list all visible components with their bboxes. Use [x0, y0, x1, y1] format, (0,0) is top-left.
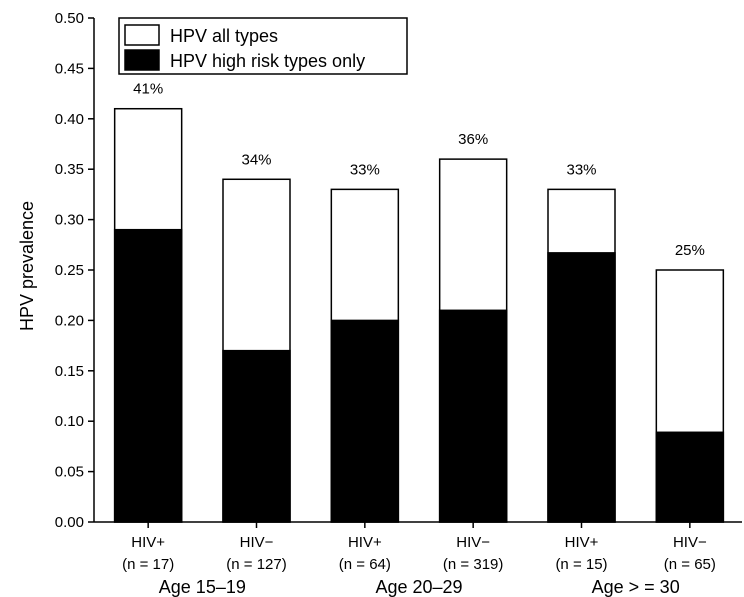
data-labels: 41% 34% 33% 36% 33% 25%: [133, 81, 705, 259]
sample-size-label: (n = 127): [226, 556, 286, 573]
category-label: HIV+: [131, 534, 165, 551]
category-label: HIV−: [673, 534, 707, 551]
y-tick-label: 0.00: [55, 514, 84, 531]
age-group-label: Age 20–29: [375, 577, 462, 597]
sample-size-label: (n = 15): [555, 556, 607, 573]
sample-size-label: (n = 17): [122, 556, 174, 573]
category-label: HIV−: [240, 534, 274, 551]
legend-label-high-risk: HPV high risk types only: [170, 51, 365, 71]
bar-high-risk: [438, 309, 508, 523]
bar-high-risk: [547, 252, 616, 523]
y-tick-label: 0.30: [55, 212, 84, 229]
data-label: 25%: [675, 242, 705, 259]
data-label: 33%: [566, 161, 596, 178]
data-label: 41%: [133, 81, 163, 98]
axes: 0.00 0.05 0.10 0.15 0.20 0.25 0.30 0.35 0.40 0.45…: [55, 10, 742, 531]
y-tick-label: 0.15: [55, 363, 84, 380]
category-label: HIV+: [565, 534, 599, 551]
legend: HPV all types HPV high risk types only: [118, 17, 408, 75]
bar-high-risk: [222, 349, 291, 523]
legend-label-all-types: HPV all types: [170, 26, 278, 46]
age-group-label: Age > = 30: [592, 577, 680, 597]
legend-box: [118, 17, 408, 75]
y-tick-label: 0.10: [55, 413, 84, 430]
data-label: 34%: [241, 151, 271, 168]
data-label: 33%: [350, 161, 380, 178]
y-tick-label: 0.35: [55, 161, 84, 178]
age-group-label: Age 15–19: [159, 577, 246, 597]
bar-high-risk: [113, 228, 183, 523]
category-label: HIV+: [348, 534, 382, 551]
legend-swatch-all-types: [124, 24, 160, 46]
sample-size-label: (n = 65): [664, 556, 716, 573]
bars: [113, 107, 725, 523]
bar-high-risk: [330, 319, 400, 523]
legend-swatch-high-risk: [124, 49, 160, 71]
y-axis-title: HPV prevalence: [17, 201, 37, 331]
y-tick-label: 0.05: [55, 464, 84, 481]
category-label: HIV−: [456, 534, 490, 551]
bar-high-risk: [655, 431, 725, 523]
x-axis-labels: HIV+ (n = 17) HIV− (n = 127) HIV+ (n = 64) HIV…: [122, 534, 716, 597]
y-tick-label: 0.45: [55, 60, 84, 77]
sample-size-label: (n = 64): [339, 556, 391, 573]
data-label: 36%: [458, 131, 488, 148]
y-tick-label: 0.25: [55, 262, 84, 279]
sample-size-label: (n = 319): [443, 556, 503, 573]
y-tick-label: 0.20: [55, 312, 84, 329]
y-tick-label: 0.50: [55, 10, 84, 27]
y-tick-label: 0.40: [55, 111, 84, 128]
